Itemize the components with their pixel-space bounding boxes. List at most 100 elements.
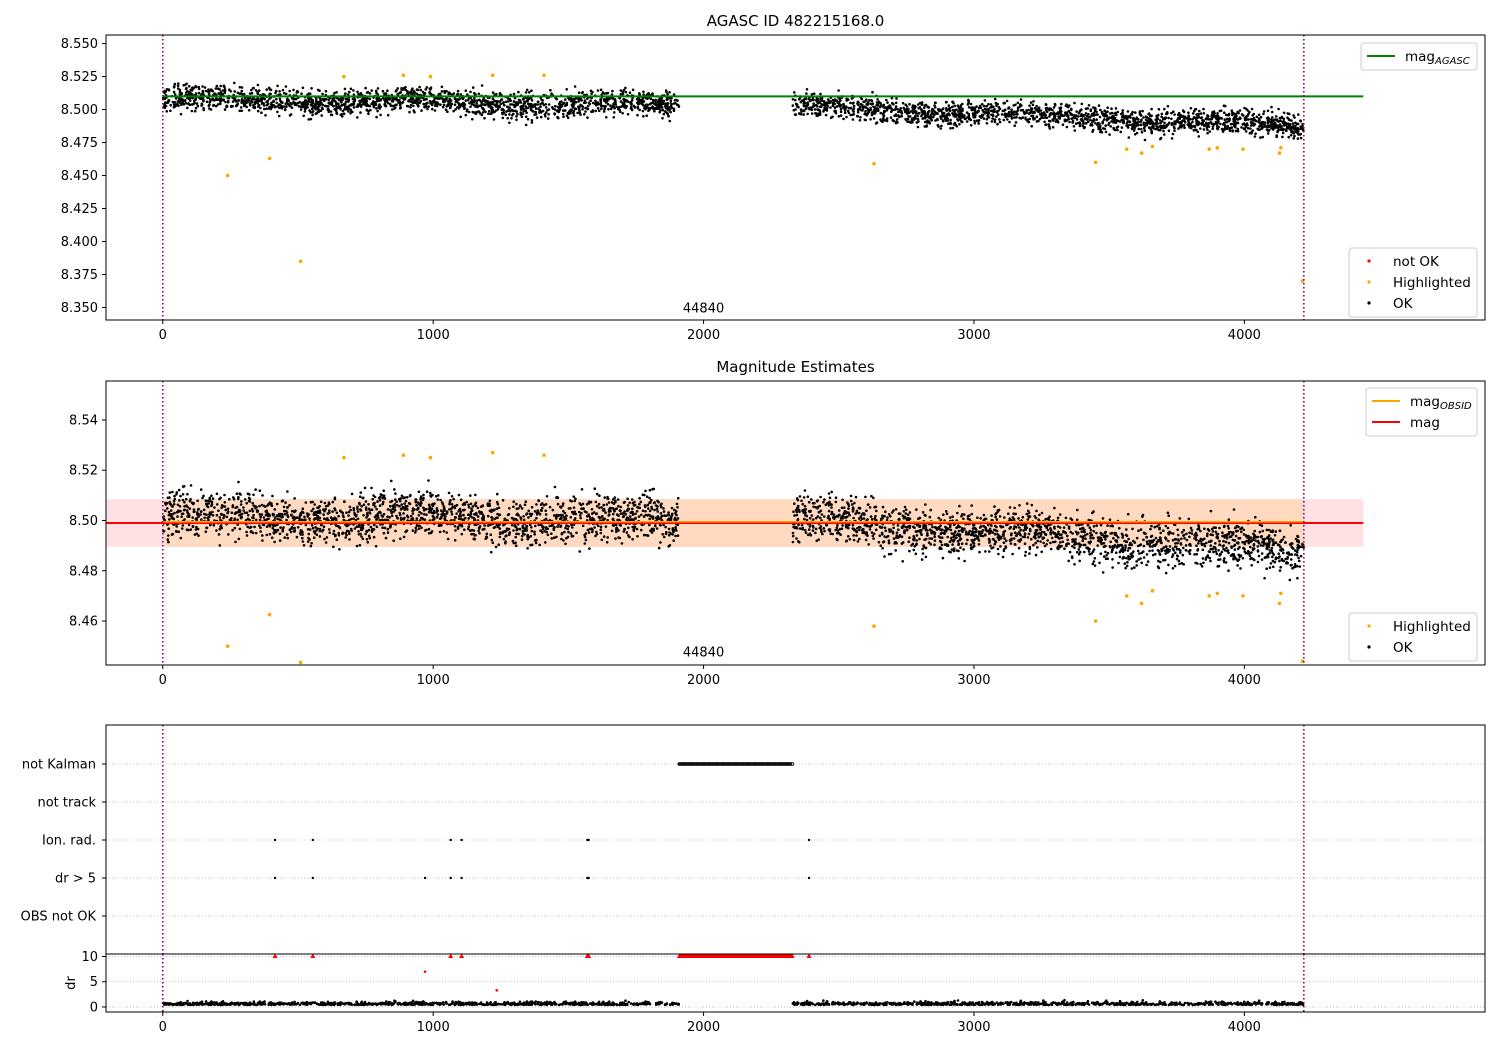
ok-point	[1197, 135, 1201, 138]
ok-point	[642, 100, 646, 103]
ok-point	[325, 536, 329, 539]
ok-point	[959, 105, 962, 109]
ok-point	[256, 98, 260, 101]
ok-point	[852, 104, 856, 108]
ok-point	[484, 99, 487, 102]
ok-point	[281, 88, 285, 92]
ok-point	[317, 108, 320, 111]
ok-point	[170, 533, 174, 536]
ok-point	[247, 496, 251, 500]
ok-point	[394, 492, 397, 495]
ok-point	[370, 89, 374, 92]
ok-point	[965, 120, 969, 123]
ok-point	[595, 532, 599, 536]
ok-point	[1086, 117, 1089, 121]
ok-point	[1032, 100, 1035, 103]
ok-point	[539, 105, 542, 108]
ok-point	[295, 91, 299, 94]
ok-point	[1165, 124, 1169, 127]
ok-point	[1139, 123, 1143, 126]
ok-point	[229, 104, 233, 108]
ok-point	[411, 87, 414, 90]
ok-point	[656, 106, 659, 110]
ok-point	[349, 108, 353, 112]
ok-point	[1150, 119, 1153, 122]
ok-point	[530, 543, 534, 547]
ok-point	[593, 526, 596, 529]
ok-point	[674, 509, 678, 513]
ok-point	[1095, 113, 1098, 116]
ok-point	[1106, 110, 1109, 113]
ok-point	[167, 534, 170, 537]
ok-point	[335, 96, 339, 100]
ok-point	[278, 90, 281, 93]
ok-point	[1015, 110, 1018, 114]
ok-point	[1060, 102, 1063, 106]
ok-point	[672, 107, 676, 111]
ok-point	[595, 504, 599, 508]
ok-point	[416, 88, 420, 92]
ok-point	[586, 528, 590, 532]
ok-point	[839, 110, 843, 114]
ok-point	[856, 114, 859, 118]
ok-point	[317, 518, 320, 522]
ok-point	[450, 495, 454, 498]
ok-point	[199, 93, 203, 96]
ok-point	[844, 107, 847, 111]
ok-point	[214, 98, 217, 102]
ok-point	[667, 527, 671, 531]
ok-point	[194, 92, 198, 95]
ok-point	[1224, 120, 1228, 124]
ok-point	[650, 505, 653, 509]
ok-point	[798, 97, 801, 101]
ok-point	[590, 527, 593, 530]
ok-point	[173, 101, 177, 104]
ok-point	[402, 98, 406, 101]
ok-point	[916, 114, 920, 118]
ok-point	[395, 103, 398, 107]
ok-point	[345, 511, 348, 514]
ok-point	[1170, 123, 1174, 126]
ok-point	[447, 92, 451, 96]
ok-point	[1176, 118, 1179, 122]
ok-point	[419, 99, 423, 103]
ok-point	[201, 89, 205, 93]
ok-point	[265, 100, 268, 104]
ok-point	[495, 102, 499, 105]
ok-point	[411, 509, 414, 513]
ok-point	[1037, 106, 1041, 109]
ok-point	[461, 103, 465, 107]
ok-point	[194, 106, 198, 110]
ok-point	[352, 106, 356, 109]
ok-point	[195, 532, 199, 536]
ok-point	[575, 531, 578, 535]
ok-point	[1013, 110, 1016, 113]
ok-point	[535, 116, 539, 119]
ok-point	[1266, 121, 1270, 125]
ok-point	[621, 111, 624, 115]
ok-point	[519, 111, 522, 114]
ok-point	[309, 111, 313, 114]
ok-point	[442, 99, 446, 103]
ok-point	[454, 108, 457, 111]
ok-point	[939, 117, 943, 120]
ok-point	[619, 100, 623, 103]
ok-point	[231, 528, 234, 532]
ok-point	[442, 530, 446, 533]
ok-point	[378, 103, 381, 106]
ok-point	[564, 517, 568, 520]
ok-point	[876, 108, 880, 112]
ok-point	[901, 101, 905, 105]
ok-point	[1263, 123, 1266, 126]
ok-point	[171, 490, 174, 494]
ok-point	[804, 107, 808, 111]
ok-point	[606, 518, 609, 522]
ok-point	[520, 105, 524, 109]
ok-point	[315, 533, 319, 536]
ok-point	[234, 100, 238, 103]
ok-point	[257, 105, 260, 108]
ok-point	[471, 110, 475, 114]
ok-point	[309, 117, 313, 121]
ok-point	[828, 101, 832, 104]
ok-point	[506, 513, 510, 517]
